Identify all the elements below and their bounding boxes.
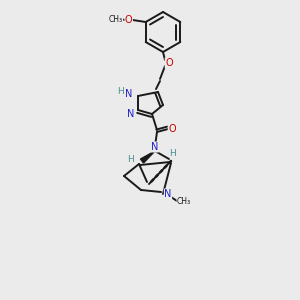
- Text: N: N: [125, 89, 133, 99]
- Polygon shape: [140, 151, 155, 163]
- Text: H: H: [118, 86, 124, 95]
- Text: O: O: [165, 58, 173, 68]
- Text: H: H: [169, 148, 176, 158]
- Text: CH₃: CH₃: [177, 197, 191, 206]
- Text: CH₃: CH₃: [109, 14, 123, 23]
- Text: O: O: [125, 15, 133, 25]
- Text: N: N: [151, 142, 159, 152]
- Text: N: N: [164, 189, 172, 199]
- Text: H: H: [127, 154, 134, 164]
- Text: O: O: [168, 124, 176, 134]
- Text: N: N: [127, 109, 135, 119]
